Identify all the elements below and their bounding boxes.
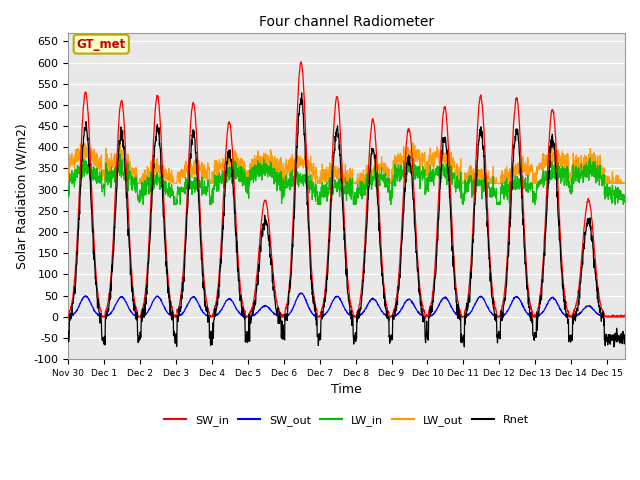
Text: GT_met: GT_met (77, 37, 126, 50)
Y-axis label: Solar Radiation (W/m2): Solar Radiation (W/m2) (15, 123, 28, 269)
Title: Four channel Radiometer: Four channel Radiometer (259, 15, 434, 29)
Legend: SW_in, SW_out, LW_in, LW_out, Rnet: SW_in, SW_out, LW_in, LW_out, Rnet (159, 410, 534, 430)
X-axis label: Time: Time (332, 384, 362, 396)
